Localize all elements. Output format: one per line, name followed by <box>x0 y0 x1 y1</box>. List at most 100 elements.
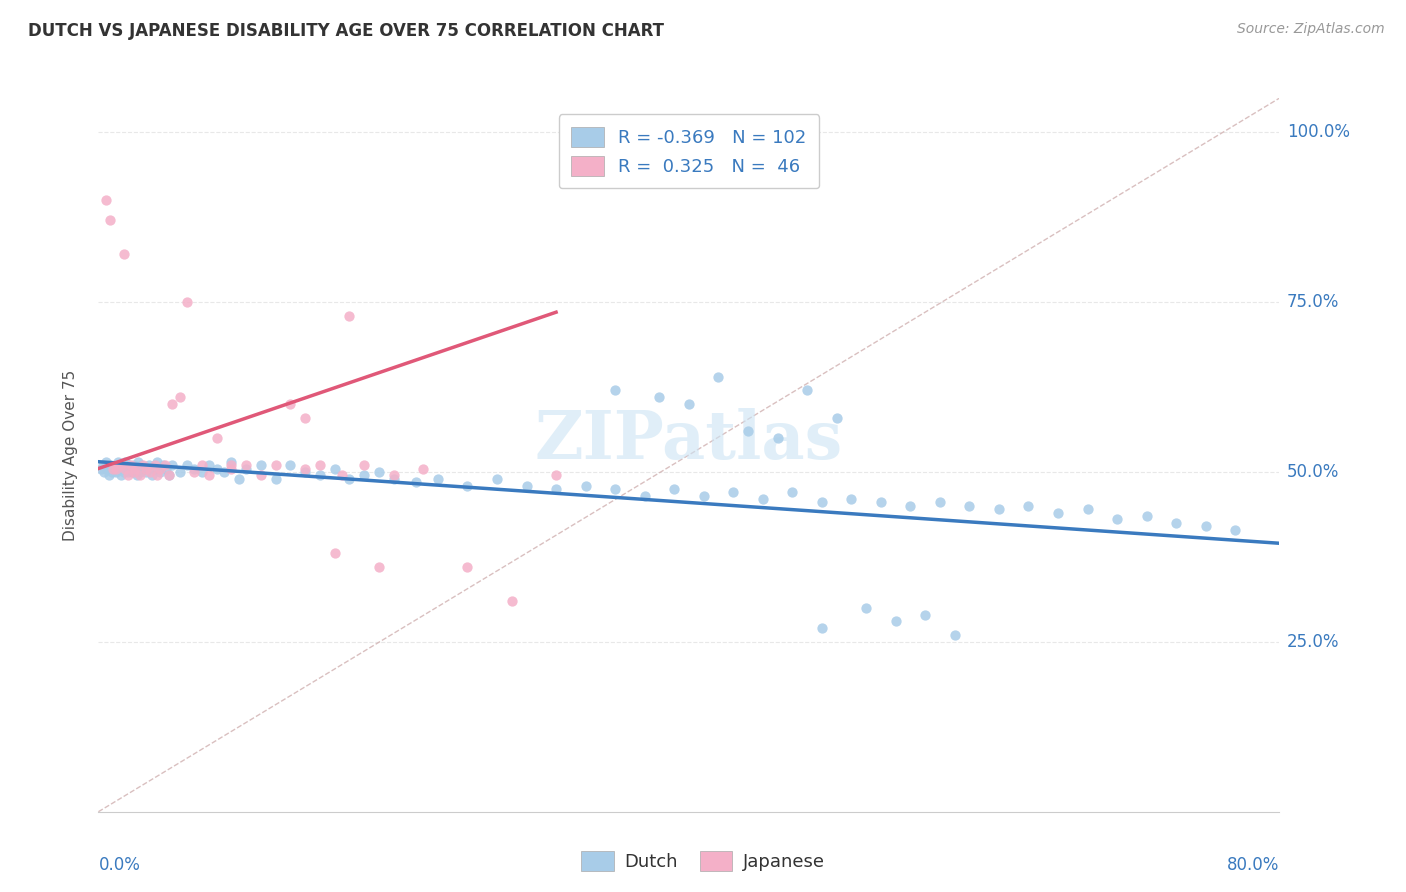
Point <box>183 465 205 479</box>
Point <box>1046 506 1069 520</box>
Point <box>157 468 180 483</box>
Point <box>155 461 177 475</box>
Point <box>94 455 117 469</box>
Point <box>235 458 257 472</box>
Point <box>205 431 228 445</box>
Point <box>323 461 346 475</box>
Point <box>855 600 877 615</box>
Point <box>205 461 228 475</box>
Point <box>278 397 302 411</box>
Point <box>368 465 391 479</box>
Point <box>114 461 136 475</box>
Text: 100.0%: 100.0% <box>1286 123 1350 141</box>
Point <box>353 458 375 472</box>
Point <box>294 410 316 425</box>
Point <box>124 461 146 475</box>
Point <box>1223 523 1246 537</box>
Text: Source: ZipAtlas.com: Source: ZipAtlas.com <box>1237 22 1385 37</box>
Point <box>128 465 150 479</box>
Point <box>1105 512 1128 526</box>
Point <box>515 478 537 492</box>
Legend: Dutch, Japanese: Dutch, Japanese <box>574 844 832 879</box>
Point <box>198 458 221 472</box>
Point <box>100 465 122 479</box>
Point <box>198 468 221 483</box>
Point <box>456 478 478 492</box>
Point <box>810 621 832 635</box>
Point <box>544 482 567 496</box>
Point <box>110 468 132 483</box>
Point <box>633 489 655 503</box>
Point <box>278 458 302 472</box>
Point <box>250 468 273 483</box>
Point <box>114 455 136 469</box>
Legend: R = -0.369   N = 102, R =  0.325   N =  46: R = -0.369 N = 102, R = 0.325 N = 46 <box>558 114 820 188</box>
Point <box>129 458 152 472</box>
Point <box>766 431 789 445</box>
Point <box>112 247 135 261</box>
Point <box>1164 516 1187 530</box>
Point <box>94 193 117 207</box>
Point <box>122 465 145 479</box>
Point <box>107 455 129 469</box>
Point <box>228 472 250 486</box>
Point <box>751 492 773 507</box>
Point <box>219 458 242 472</box>
Point <box>149 461 172 475</box>
Point <box>146 468 169 483</box>
Point <box>928 495 950 509</box>
Point <box>1077 502 1099 516</box>
Point <box>128 468 150 483</box>
Point <box>118 458 141 472</box>
Point <box>90 461 112 475</box>
Point <box>648 390 671 404</box>
Point <box>143 458 166 472</box>
Point <box>111 458 134 472</box>
Point <box>337 472 360 486</box>
Point <box>782 485 804 500</box>
Point <box>122 458 145 472</box>
Point <box>157 468 180 483</box>
Point <box>141 468 163 483</box>
Point <box>943 628 966 642</box>
Point <box>97 468 120 483</box>
Point <box>191 465 214 479</box>
Point <box>405 475 427 489</box>
Point <box>120 461 142 475</box>
Point <box>146 455 169 469</box>
Point <box>605 482 627 496</box>
Point <box>605 384 627 398</box>
Text: 50.0%: 50.0% <box>1286 463 1340 481</box>
Point <box>427 472 450 486</box>
Point <box>143 461 166 475</box>
Point <box>105 461 128 475</box>
Point <box>294 461 316 475</box>
Point <box>1017 499 1039 513</box>
Point <box>544 468 567 483</box>
Point <box>96 461 118 475</box>
Point <box>135 461 157 475</box>
Point <box>900 499 922 513</box>
Point <box>810 495 832 509</box>
Y-axis label: Disability Age Over 75: Disability Age Over 75 <box>63 369 77 541</box>
Point <box>121 465 143 479</box>
Point <box>264 458 287 472</box>
Point <box>574 478 596 492</box>
Point <box>132 458 155 472</box>
Point <box>1195 519 1218 533</box>
Point <box>693 489 716 503</box>
Point <box>294 465 316 479</box>
Point <box>139 465 162 479</box>
Point <box>382 468 405 483</box>
Point <box>98 458 121 472</box>
Point <box>176 458 198 472</box>
Text: 75.0%: 75.0% <box>1286 293 1340 311</box>
Point <box>382 472 405 486</box>
Point <box>501 594 523 608</box>
Point <box>103 461 125 475</box>
Point <box>323 546 346 560</box>
Point <box>368 560 391 574</box>
Point <box>330 468 353 483</box>
Point <box>264 472 287 486</box>
Point <box>721 485 744 500</box>
